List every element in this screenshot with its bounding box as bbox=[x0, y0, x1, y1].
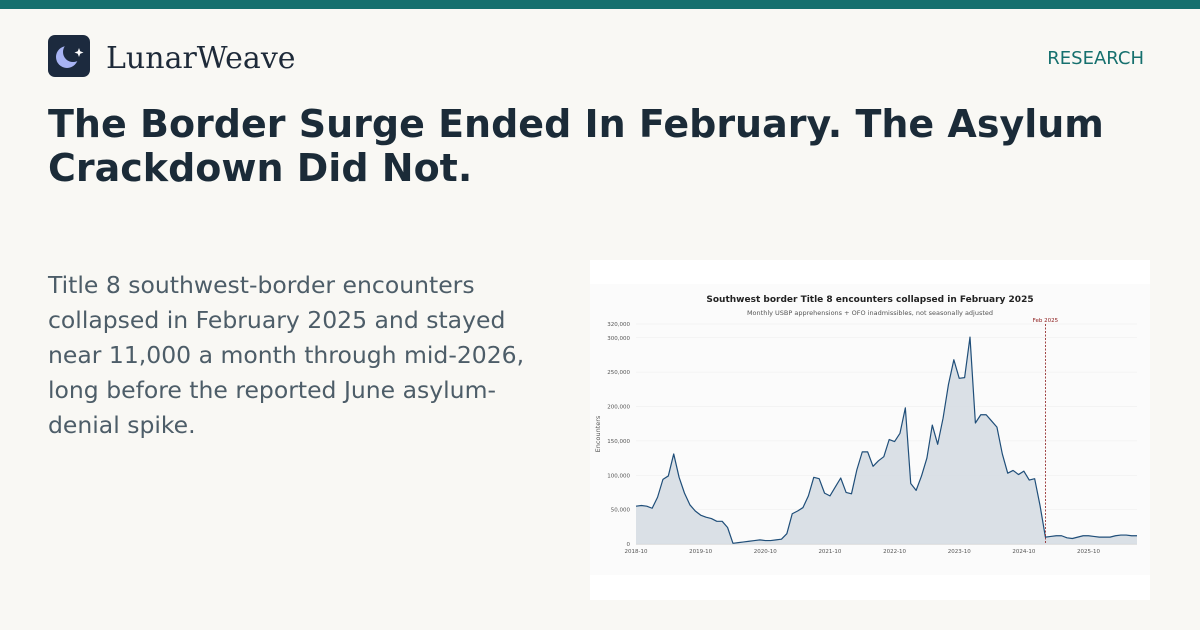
y-tick-label: 150,000 bbox=[607, 439, 630, 445]
y-tick-label: 200,000 bbox=[607, 405, 630, 411]
chart-card: Southwest border Title 8 encounters coll… bbox=[590, 260, 1150, 600]
top-accent-bar bbox=[0, 0, 1200, 9]
summary-text: Title 8 southwest-border encounters coll… bbox=[48, 271, 525, 439]
encounters-chart: Southwest border Title 8 encounters coll… bbox=[590, 284, 1150, 575]
brand-name[interactable]: LunarWeave bbox=[106, 41, 296, 76]
moon-star-icon[interactable] bbox=[48, 35, 90, 77]
section-label[interactable]: RESEARCH bbox=[1047, 48, 1144, 69]
x-tick-label: 2019-10 bbox=[689, 549, 712, 555]
x-tick-label: 2021-10 bbox=[818, 549, 841, 555]
x-tick-label: 2025-10 bbox=[1077, 549, 1100, 555]
x-tick-label: 2020-10 bbox=[754, 549, 777, 555]
y-tick-label: 50,000 bbox=[611, 508, 631, 514]
y-tick-label: 300,000 bbox=[607, 336, 630, 342]
chart-title: Southwest border Title 8 encounters coll… bbox=[706, 295, 1033, 305]
y-axis-label: Encounters bbox=[594, 415, 602, 452]
headline: The Border Surge Ended In February. The … bbox=[48, 102, 1104, 190]
x-tick-label: 2023-10 bbox=[948, 549, 971, 555]
x-tick-label: 2024-10 bbox=[1012, 549, 1035, 555]
y-tick-label: 100,000 bbox=[607, 473, 630, 479]
annotation-label: Feb 2025 bbox=[1033, 318, 1059, 324]
x-tick-label: 2018-10 bbox=[625, 549, 648, 555]
x-tick-label: 2022-10 bbox=[883, 549, 906, 555]
y-tick-label: 320,000 bbox=[607, 322, 630, 328]
series-area-fill bbox=[636, 337, 1137, 544]
y-tick-label: 250,000 bbox=[607, 370, 630, 376]
series-line bbox=[635, 336, 1137, 544]
y-tick-label: 0 bbox=[627, 542, 631, 548]
chart-subtitle: Monthly USBP apprehensions + OFO inadmis… bbox=[747, 309, 993, 317]
